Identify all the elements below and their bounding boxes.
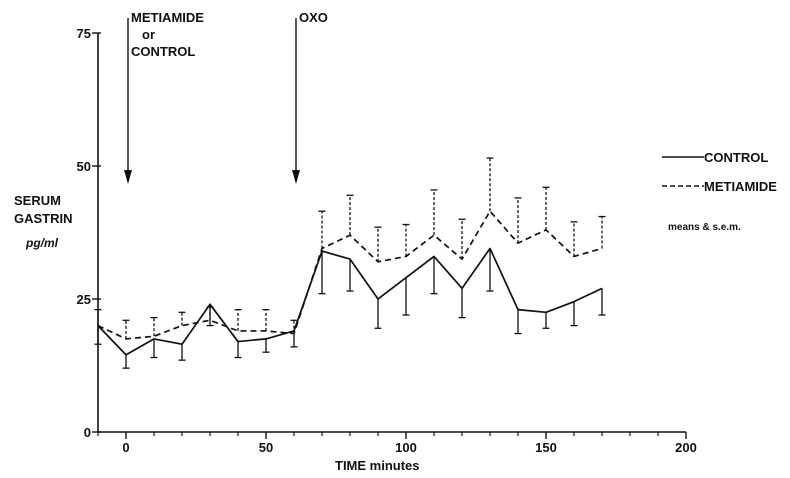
annotations: METIAMIDE or CONTROL OXO: [124, 10, 328, 184]
annotation-arrow: METIAMIDE or CONTROL: [124, 10, 204, 184]
annotation-text: CONTROL: [131, 44, 195, 59]
legend: CONTROL METIAMIDE means & s.e.m.: [662, 150, 777, 233]
y-tick-label: 0: [84, 425, 91, 440]
y-tick-label: 25: [77, 292, 91, 307]
series-line: [97, 210, 603, 340]
series-metiamide: [94, 157, 606, 340]
y-tick-label: 75: [77, 26, 91, 41]
arrow-head: [124, 170, 132, 184]
axes: 0 25 50 75 0 50 100 150 200: [77, 26, 697, 455]
x-tick-label: 100: [395, 440, 417, 455]
x-tick-label: 50: [259, 440, 273, 455]
x-tick-label: 150: [535, 440, 557, 455]
legend-note: means & s.e.m.: [668, 222, 741, 233]
series-line: [97, 247, 603, 356]
x-axis-label: TIME minutes: [335, 458, 420, 473]
y-axis-label-line-3: pg/ml: [25, 236, 59, 250]
annotation-text: or: [142, 27, 155, 42]
y-axis-label: SERUM GASTRIN pg/ml: [14, 193, 73, 250]
annotation-text: METIAMIDE: [131, 10, 204, 25]
legend-metiamide-label: METIAMIDE: [704, 179, 777, 194]
x-tick-label: 200: [675, 440, 697, 455]
legend-control-label: CONTROL: [704, 150, 768, 165]
x-tick-label: 0: [122, 440, 129, 455]
y-tick-label: 50: [77, 159, 91, 174]
arrow-head: [292, 170, 300, 184]
y-axis-label-line-1: SERUM: [14, 193, 61, 208]
y-axis-label-line-2: GASTRIN: [14, 211, 73, 226]
annotation-arrow: OXO: [292, 10, 328, 184]
annotation-text: OXO: [299, 10, 328, 25]
series-layer: [94, 157, 606, 369]
series-control: [94, 247, 606, 369]
